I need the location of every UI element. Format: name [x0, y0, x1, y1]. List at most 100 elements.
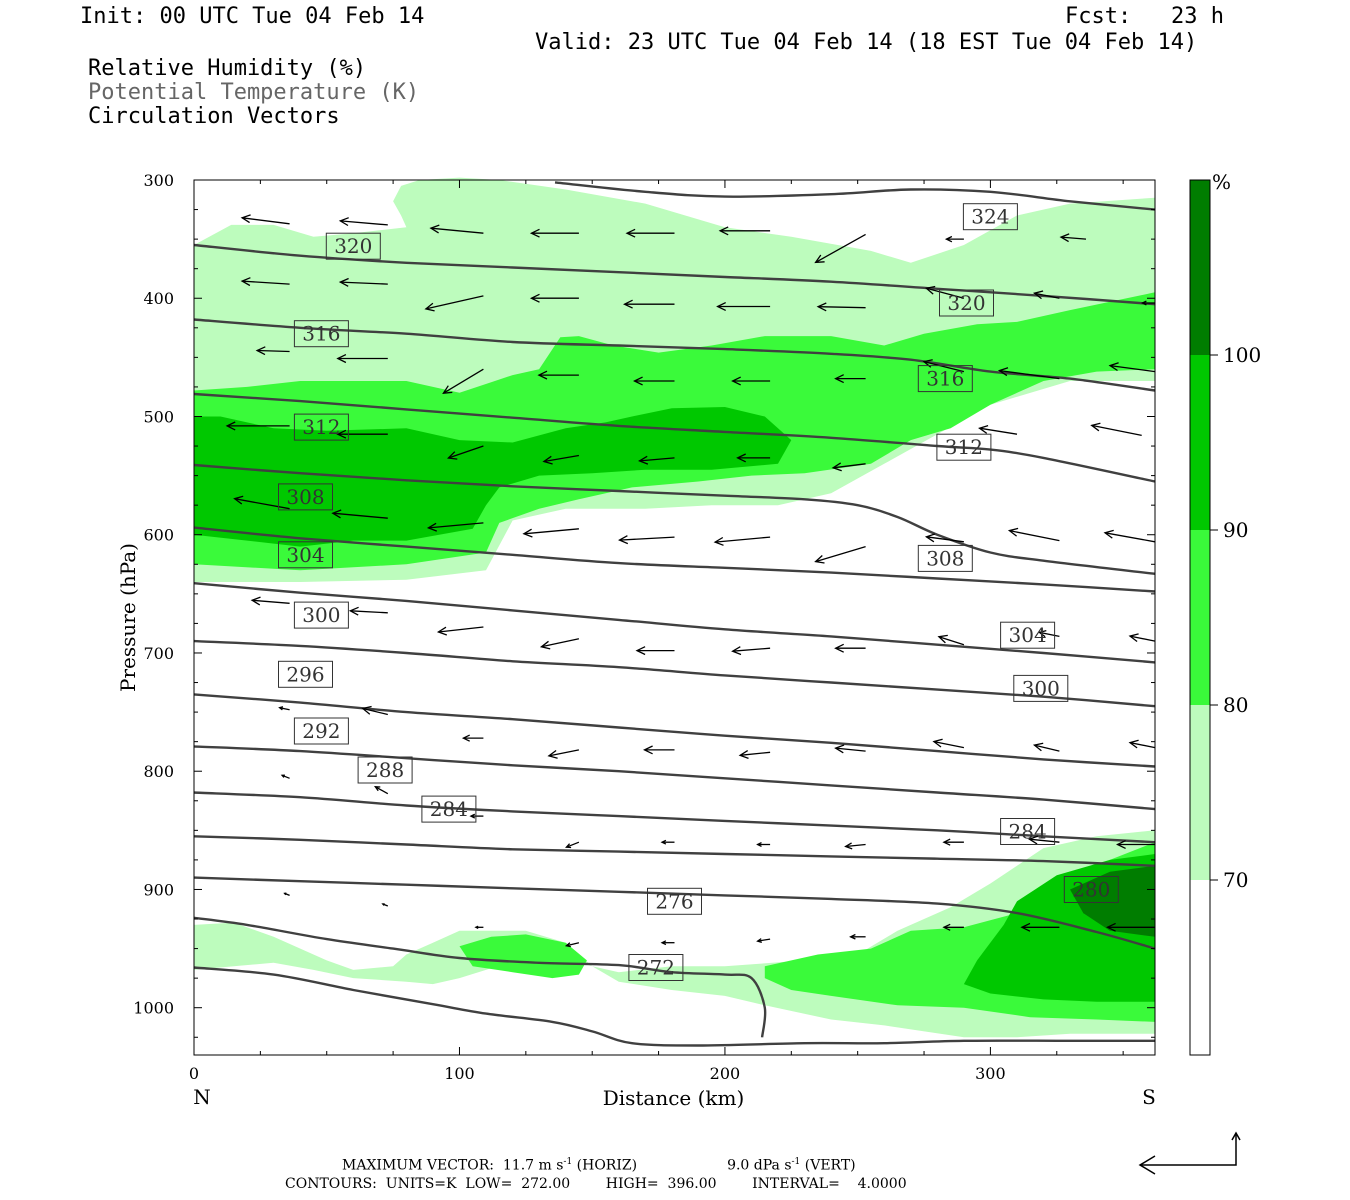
- vector-head: [944, 235, 953, 243]
- vector-head: [373, 785, 381, 792]
- vector-head: [942, 838, 951, 846]
- y-tick-label: 300: [143, 171, 174, 190]
- vector-shaft: [548, 749, 580, 757]
- colorbar-unit-label: %: [1212, 170, 1231, 194]
- field-theta-label: Potential Temperature (K): [88, 80, 420, 105]
- vector-shaft: [619, 536, 675, 541]
- theta-contour-upper-0: [554, 181, 1156, 211]
- reference-vector-head-horiz: [1138, 1155, 1156, 1175]
- vector-shaft: [845, 843, 866, 848]
- vector-shaft: [926, 536, 964, 543]
- circulation-vector: [283, 892, 290, 897]
- theta-label-text: 308: [286, 485, 324, 509]
- theta-label-box: [325, 232, 381, 260]
- vector-shaft: [340, 281, 388, 285]
- circulation-vector: [233, 495, 290, 510]
- vector-shaft: [374, 786, 389, 795]
- vector-shaft: [1091, 424, 1142, 437]
- y-tick-label: 500: [143, 407, 174, 426]
- theta-contour-288: [193, 791, 1156, 844]
- circulation-vector: [834, 643, 866, 653]
- circulation-vector: [718, 226, 771, 236]
- theta-label-304: 304: [278, 541, 333, 569]
- vector-head: [1059, 233, 1070, 243]
- vector-shaft: [639, 457, 675, 462]
- vector-shaft: [523, 528, 579, 535]
- vector-head: [542, 455, 553, 465]
- circulation-vector: [831, 462, 866, 472]
- vector-head: [731, 376, 741, 386]
- theta-label-box: [962, 203, 1018, 231]
- circulation-vector: [426, 522, 484, 532]
- circulation-vector: [1020, 922, 1060, 932]
- circulation-vector: [338, 277, 388, 287]
- vector-shaft: [740, 751, 771, 756]
- y-tick-label: 900: [143, 880, 174, 899]
- theta-label-text: 304: [1009, 623, 1047, 647]
- circulation-vector: [547, 749, 580, 759]
- theta-label-box: [293, 601, 349, 629]
- theta-label-box: [357, 756, 413, 784]
- vector-shaft: [242, 217, 290, 225]
- vector-head: [1007, 527, 1019, 537]
- circulation-vector: [1037, 629, 1060, 638]
- theta-contour-316: [193, 392, 1156, 483]
- circulation-vector: [660, 839, 675, 845]
- forecast-hour: Fcst: 23 h: [1065, 4, 1224, 29]
- theta-label-text: 312: [302, 415, 340, 439]
- vector-shaft: [332, 512, 388, 519]
- circulation-vector: [635, 646, 675, 656]
- vector-shaft: [1109, 364, 1156, 373]
- vector-head: [643, 745, 653, 755]
- circulation-vector: [756, 842, 771, 847]
- circulation-vector: [633, 376, 675, 386]
- circulation-vector: [1128, 739, 1156, 749]
- vector-shaft: [252, 599, 290, 604]
- vector-shaft: [999, 369, 1060, 380]
- vector-head: [1128, 633, 1139, 643]
- vector-head: [834, 643, 844, 653]
- vector-head: [539, 640, 551, 650]
- circulation-vector: [336, 354, 388, 364]
- circulation-vector: [564, 942, 580, 948]
- circulation-vector: [932, 738, 965, 749]
- circulation-vector: [1116, 840, 1155, 849]
- vector-head: [924, 533, 936, 543]
- vector-head: [623, 299, 633, 309]
- max-vector-vert-value: 9.0 dPa s: [727, 1157, 792, 1174]
- vector-shaft: [350, 610, 388, 614]
- vector-head: [564, 942, 571, 948]
- y-tick-label: 800: [143, 762, 174, 781]
- vector-shaft: [428, 522, 484, 529]
- max-vector-vert-exp: -1: [791, 1157, 801, 1167]
- plot-frame: [193, 179, 1156, 1056]
- vector-shaft: [833, 463, 866, 469]
- circulation-vector: [1103, 529, 1156, 543]
- vector-shaft: [1039, 631, 1060, 638]
- contour-info: CONTOURS: UNITS=K LOW= 272.00 HIGH= 396.…: [285, 1176, 907, 1192]
- theta-label-text: 312: [945, 435, 983, 459]
- vector-head: [331, 509, 342, 519]
- max-vector-horiz-value: MAXIMUM VECTOR: 11.7 m s: [342, 1157, 564, 1174]
- vector-head: [522, 528, 533, 538]
- vector-head: [1032, 742, 1044, 752]
- vector-head: [442, 385, 453, 394]
- north-end-label: N: [193, 1085, 211, 1109]
- circulation-vector: [529, 293, 579, 303]
- theta-contour-292: [193, 745, 1156, 811]
- vector-shaft: [835, 747, 866, 752]
- theta-label-text: 324: [971, 205, 1009, 229]
- colorbar-level-label: 100: [1223, 343, 1261, 367]
- vector-shaft: [732, 647, 771, 652]
- vector-head: [240, 214, 251, 224]
- theta-label-box: [1000, 818, 1056, 845]
- circulation-vector: [240, 277, 290, 287]
- theta-label-text: 316: [926, 367, 964, 391]
- vector-head: [381, 903, 385, 906]
- circulation-vector: [834, 744, 866, 754]
- vector-head: [997, 367, 1009, 377]
- vector-head: [731, 646, 742, 656]
- valid-time: Valid: 23 UTC Tue 04 Feb 14 (18 EST Tue …: [535, 30, 1198, 55]
- theta-label-296: 296: [278, 660, 333, 688]
